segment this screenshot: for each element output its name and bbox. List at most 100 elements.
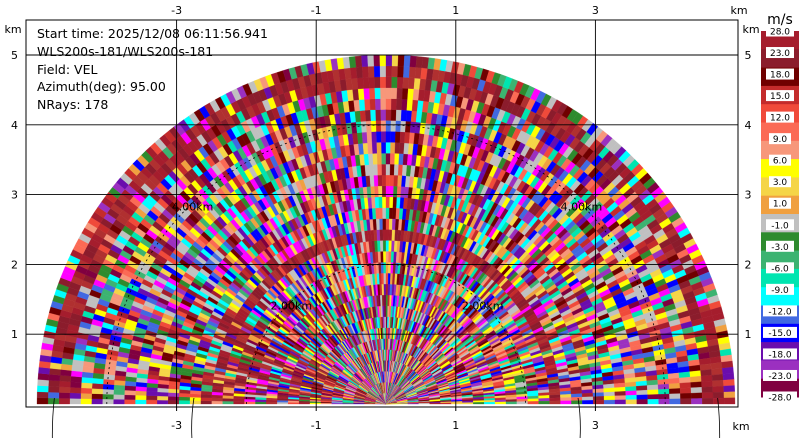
sector-cell xyxy=(103,384,114,390)
sector-cell xyxy=(386,164,390,175)
sector-cell xyxy=(390,186,394,197)
sector-cell xyxy=(365,110,371,121)
sector-cell xyxy=(124,390,135,395)
sector-cell xyxy=(157,400,168,404)
sector-cell xyxy=(368,154,373,165)
sector-cell xyxy=(402,88,408,99)
sector-cell xyxy=(357,78,364,89)
sector-cell xyxy=(396,99,402,110)
sector-cell xyxy=(400,132,405,143)
sector-cell xyxy=(389,230,392,241)
sector-cell xyxy=(38,373,49,380)
sector-cell xyxy=(92,394,103,399)
sector-cell xyxy=(212,401,223,404)
sector-cell xyxy=(135,391,146,396)
sector-cell xyxy=(391,99,397,110)
sector-cell xyxy=(114,390,125,395)
sector-cell xyxy=(398,66,404,77)
sector-cell xyxy=(70,382,81,388)
sector-cell xyxy=(401,110,407,121)
sector-cell xyxy=(70,393,81,399)
sector-cell xyxy=(81,399,92,404)
sector-cell xyxy=(374,66,380,77)
sector-cell xyxy=(351,78,358,89)
sector-cell xyxy=(59,398,70,404)
sector-cell xyxy=(381,142,386,153)
sector-cell xyxy=(410,56,417,67)
sector-cell xyxy=(398,55,405,66)
sector-cell xyxy=(385,317,387,328)
sector-cell xyxy=(391,88,397,99)
sector-cell xyxy=(355,56,362,67)
sector-cell xyxy=(372,142,377,153)
sector-cell xyxy=(404,56,411,67)
sector-cell xyxy=(59,393,70,399)
sector-cell xyxy=(397,77,403,88)
sector-cell xyxy=(403,66,410,77)
sector-cell xyxy=(49,374,60,381)
sector-cell xyxy=(377,230,380,241)
sector-cell xyxy=(378,175,382,186)
sector-cell xyxy=(59,387,70,393)
sector-cell xyxy=(380,240,383,251)
sector-cell xyxy=(361,56,368,67)
sector-cell xyxy=(395,132,400,143)
sector-cell xyxy=(381,110,386,121)
sector-cell xyxy=(371,186,375,197)
sector-cell xyxy=(390,164,395,175)
sector-cell xyxy=(385,339,386,350)
sector-cell xyxy=(81,393,92,399)
sector-cell xyxy=(382,175,386,186)
sector-cell xyxy=(92,383,103,389)
sector-cell xyxy=(386,251,389,262)
sector-cell xyxy=(381,120,386,131)
sector-cell xyxy=(386,240,389,251)
sector-cell xyxy=(386,230,389,241)
sector-cell xyxy=(379,208,383,219)
sector-cell xyxy=(124,399,135,404)
sector-cell xyxy=(386,273,388,284)
sector-cell xyxy=(381,262,384,273)
sector-cell xyxy=(38,379,49,386)
sector-cell xyxy=(386,197,390,208)
sector-cell xyxy=(381,251,384,262)
sector-cell xyxy=(390,153,395,164)
sector-cell xyxy=(370,99,376,110)
sector-cell xyxy=(81,383,92,389)
sector-cell xyxy=(365,99,371,110)
sector-cell xyxy=(201,398,212,401)
sector-cell xyxy=(358,89,364,100)
sector-cell xyxy=(361,121,367,132)
sector-cell xyxy=(157,392,168,396)
sector-cell xyxy=(380,55,386,66)
sector-cell xyxy=(409,67,416,78)
sector-cell xyxy=(179,400,190,404)
sector-cell xyxy=(377,241,380,252)
sector-cell xyxy=(394,164,399,175)
sector-cell xyxy=(48,392,59,398)
sector-cell xyxy=(381,273,384,284)
sector-cell xyxy=(212,398,223,401)
sector-cell xyxy=(135,395,146,400)
sector-cell xyxy=(114,385,125,390)
sector-cell xyxy=(222,401,233,404)
sector-cell xyxy=(376,131,381,142)
sector-cell xyxy=(386,120,391,131)
sector-cell xyxy=(380,230,383,241)
sector-cell xyxy=(379,197,383,208)
sector-cell xyxy=(135,400,146,404)
sector-cell xyxy=(386,208,390,219)
sector-cell xyxy=(157,396,168,400)
sector-cell xyxy=(190,401,201,405)
sector-cell xyxy=(354,100,360,111)
sector-cell xyxy=(103,394,114,399)
sector-cell xyxy=(402,99,408,110)
sector-cell xyxy=(113,394,124,399)
sector-cell xyxy=(102,399,113,404)
sector-cell xyxy=(390,142,395,153)
sector-cell xyxy=(371,121,376,132)
sector-cell xyxy=(392,77,398,88)
sector-cell xyxy=(48,380,59,387)
sector-cell xyxy=(382,153,386,164)
sector-cell xyxy=(113,399,124,404)
